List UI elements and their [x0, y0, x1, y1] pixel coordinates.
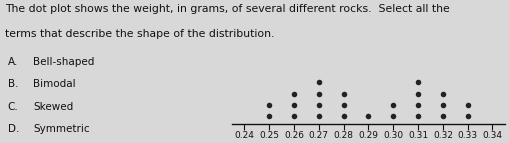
Text: A.: A. — [8, 57, 18, 67]
Text: Bimodal: Bimodal — [33, 79, 76, 89]
Text: The dot plot shows the weight, in grams, of several different rocks.  Select all: The dot plot shows the weight, in grams,… — [5, 4, 449, 14]
Text: D.: D. — [8, 124, 19, 134]
Text: B.: B. — [8, 79, 18, 89]
Text: terms that describe the shape of the distribution.: terms that describe the shape of the dis… — [5, 29, 274, 39]
Text: Symmetric: Symmetric — [33, 124, 90, 134]
Text: C.: C. — [8, 102, 18, 112]
Text: Skewed: Skewed — [33, 102, 73, 112]
Text: Bell-shaped: Bell-shaped — [33, 57, 94, 67]
